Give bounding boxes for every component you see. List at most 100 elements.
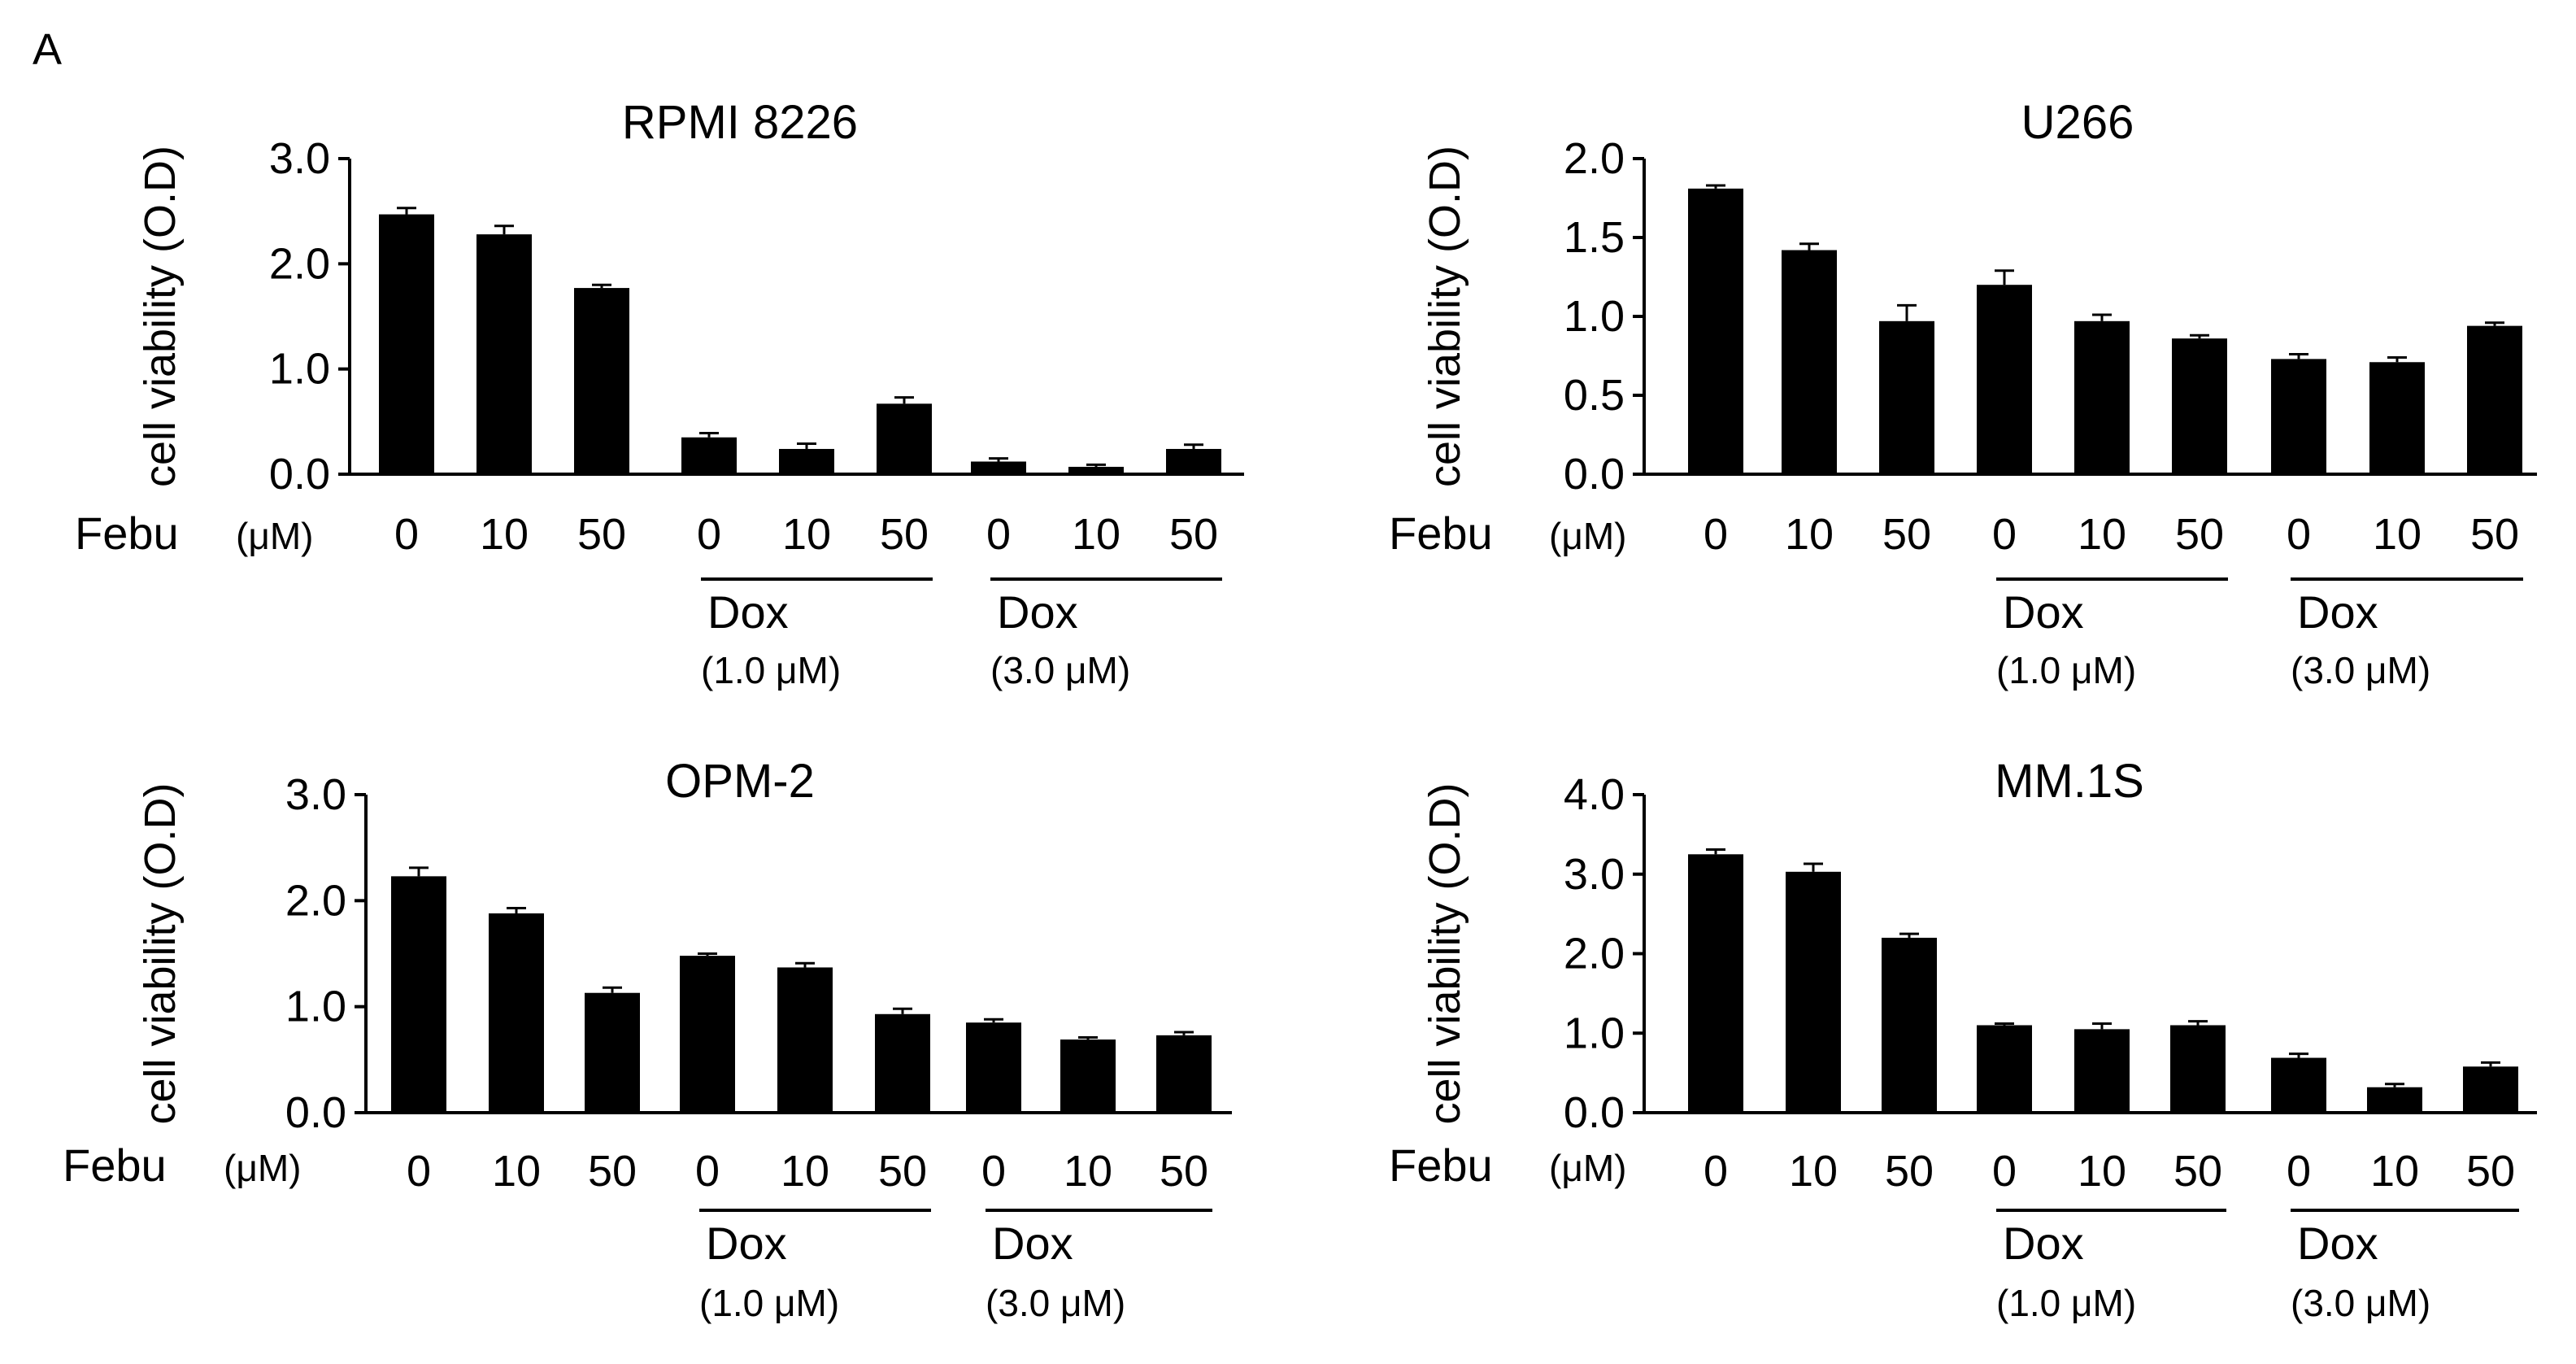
x-tick-label: 0: [2287, 1147, 2311, 1196]
chart-panel-2: OPM-2 cell viability (O.D) 0.0 1.0 2.0 3.0 0 10…: [63, 755, 1232, 1324]
x-tick-label: 50: [1882, 510, 1931, 559]
x-tick-label: 50: [588, 1147, 637, 1196]
x-tick-label: 0: [394, 510, 419, 559]
bar: [2074, 1029, 2130, 1113]
x-axis-unit: (μM): [236, 515, 313, 557]
group-label: Dox: [992, 1218, 1073, 1269]
x-tick-label: 50: [2174, 1147, 2222, 1196]
bar: [2463, 1066, 2518, 1113]
y-tick-label: 1.0: [269, 345, 330, 394]
y-tick-label: 3.0: [1564, 850, 1625, 899]
bar: [777, 967, 833, 1113]
y-tick-label: 3.0: [285, 770, 346, 819]
y-tick-label: 0.0: [285, 1088, 346, 1137]
bar: [1977, 285, 2032, 474]
chart-title: U266: [2021, 96, 2134, 149]
group-sublabel: (1.0 μM): [1996, 1282, 2136, 1324]
group-label: Dox: [706, 1218, 787, 1269]
y-tick-label: 1.0: [1564, 1009, 1625, 1057]
x-tick-label: 10: [1064, 1147, 1112, 1196]
x-axis-unit: (μM): [1549, 1147, 1626, 1189]
x-tick-label: 0: [1992, 1147, 2017, 1196]
y-tick-label: 2.0: [269, 239, 330, 288]
bar: [379, 214, 434, 474]
x-tick-label: 0: [407, 1147, 431, 1196]
bar: [2369, 362, 2425, 474]
bar: [966, 1022, 1021, 1113]
bar: [1156, 1035, 1212, 1113]
x-tick-label: 10: [492, 1147, 541, 1196]
bar: [2467, 325, 2522, 474]
bar: [779, 448, 834, 474]
chart-title: MM.1S: [1995, 755, 2144, 808]
group-sublabel: (1.0 μM): [701, 649, 841, 691]
group-sublabel: (1.0 μM): [1996, 649, 2136, 691]
bar: [489, 913, 544, 1113]
x-tick-label: 50: [880, 510, 929, 559]
x-tick-label: 50: [2175, 510, 2224, 559]
group-sublabel: (3.0 μM): [990, 649, 1130, 691]
x-tick-label: 10: [1789, 1147, 1838, 1196]
bar: [391, 876, 446, 1113]
x-tick-label: 50: [1169, 510, 1218, 559]
group-label: Dox: [2003, 1218, 2084, 1269]
x-tick-label: 10: [2373, 510, 2422, 559]
bar: [1688, 188, 1743, 475]
y-axis-label: cell viability (O.D): [136, 146, 185, 487]
x-tick-label: 10: [781, 1147, 829, 1196]
y-axis-label: cell viability (O.D): [136, 782, 185, 1124]
x-axis-label: Febu: [1389, 1140, 1493, 1191]
panel-label: A: [33, 25, 63, 74]
x-tick-label: 50: [1160, 1147, 1208, 1196]
x-tick-label: 10: [2078, 1147, 2126, 1196]
y-tick-label: 2.0: [1564, 134, 1625, 183]
x-tick-label: 50: [577, 510, 626, 559]
bar: [1786, 871, 1841, 1113]
x-tick-label: 0: [695, 1147, 720, 1196]
y-tick-label: 4.0: [1564, 770, 1625, 819]
bar: [1879, 320, 1934, 474]
chart-title: RPMI 8226: [622, 96, 858, 149]
bar: [680, 956, 735, 1113]
bar: [971, 461, 1026, 474]
y-tick-label: 2.0: [285, 876, 346, 925]
x-tick-label: 50: [2470, 510, 2519, 559]
bar: [1688, 854, 1743, 1113]
x-tick-label: 50: [1885, 1147, 1934, 1196]
x-tick-label: 0: [1704, 510, 1728, 559]
x-tick-label: 50: [878, 1147, 927, 1196]
group-label: Dox: [707, 586, 789, 638]
y-tick-label: 2.0: [1564, 930, 1625, 978]
x-tick-label: 0: [1704, 1147, 1728, 1196]
x-tick-label: 10: [480, 510, 529, 559]
x-tick-label: 10: [1785, 510, 1834, 559]
bar: [2271, 359, 2326, 474]
bar: [2170, 1025, 2226, 1113]
bar: [877, 403, 932, 474]
y-axis-label: cell viability (O.D): [1421, 782, 1469, 1124]
bar: [1068, 466, 1124, 474]
bar: [1060, 1039, 1116, 1113]
chart-panel-0: RPMI 8226 cell viability (O.D) 0.0 1.0 2.0 3.…: [75, 96, 1244, 691]
group-sublabel: (3.0 μM): [2291, 1282, 2430, 1324]
group-label: Dox: [2003, 586, 2084, 638]
x-tick-label: 0: [697, 510, 721, 559]
group-sublabel: (1.0 μM): [699, 1282, 839, 1324]
x-axis-label: Febu: [63, 1140, 167, 1191]
chart-panel-1: U266 cell viability (O.D) 0.0 0.5 1.0 1.5 2.0 0…: [1389, 96, 2537, 691]
bar: [2074, 320, 2130, 474]
x-tick-label: 10: [782, 510, 831, 559]
y-tick-label: 3.0: [269, 134, 330, 183]
y-tick-label: 0.5: [1564, 371, 1625, 420]
bar: [1977, 1025, 2032, 1113]
x-axis-label: Febu: [1389, 508, 1493, 559]
bar: [1782, 250, 1837, 474]
x-tick-label: 50: [2466, 1147, 2515, 1196]
y-tick-label: 1.0: [1564, 292, 1625, 341]
bar: [2271, 1057, 2326, 1113]
bar: [574, 288, 629, 474]
chart-panel-3: MM.1S cell viability (O.D) 0.0 1.0 2.0 3.0 4.0…: [1389, 755, 2537, 1324]
x-axis-label: Febu: [75, 508, 179, 559]
y-tick-label: 1.5: [1564, 213, 1625, 262]
